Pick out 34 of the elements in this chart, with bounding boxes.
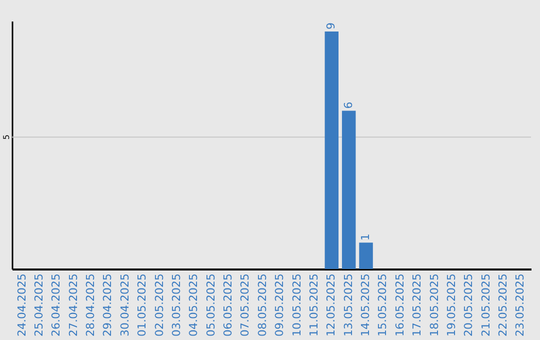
x-tick-label: 08.05.2025 <box>256 274 269 336</box>
x-tick-label: 27.04.2025 <box>66 274 80 336</box>
x-tick-label: 04.05.2025 <box>187 274 200 336</box>
x-tick-label: 13.05.2025 <box>342 274 355 336</box>
x-tick-label: 23.05.2025 <box>514 274 527 336</box>
x-tick-label: 21.05.2025 <box>479 274 492 336</box>
data-label: 1 <box>359 234 372 241</box>
x-tick-label: 09.05.2025 <box>273 274 286 336</box>
x-tick-label: 02.05.2025 <box>152 274 166 336</box>
x-tick-label: 06.05.2025 <box>222 274 235 336</box>
x-tick-label: 28.04.2025 <box>84 274 98 336</box>
x-tick-label: 22.05.2025 <box>496 274 510 336</box>
ref-line-label: 5 <box>2 134 11 140</box>
x-tick-label: 16.05.2025 <box>393 274 406 336</box>
x-tick-label: 05.05.2025 <box>204 274 218 336</box>
x-tick-label: 17.05.2025 <box>410 274 424 336</box>
x-tick-label: 07.05.2025 <box>238 274 252 336</box>
x-tick-label: 12.05.2025 <box>324 274 338 336</box>
x-tick-label: 24.04.2025 <box>15 274 28 336</box>
x-tick-label: 01.05.2025 <box>136 274 149 336</box>
x-tick-label: 30.04.2025 <box>118 274 132 336</box>
x-tick-label: 11.05.2025 <box>307 274 320 336</box>
x-tick-label: 26.04.2025 <box>50 274 63 336</box>
x-tick-label: 29.04.2025 <box>101 274 114 336</box>
x-tick-label: 14.05.2025 <box>359 274 372 336</box>
data-label: 9 <box>324 22 338 30</box>
x-tick-label: 19.05.2025 <box>444 274 458 336</box>
x-tick-label: 25.04.2025 <box>32 274 46 336</box>
x-tick-label: 18.05.2025 <box>428 274 441 336</box>
data-label: 6 <box>342 102 355 109</box>
x-tick-label: 20.05.2025 <box>462 274 476 336</box>
x-tick-label: 15.05.2025 <box>376 274 390 336</box>
x-tick-label: 03.05.2025 <box>170 274 183 336</box>
x-tick-label: 10.05.2025 <box>290 274 304 336</box>
